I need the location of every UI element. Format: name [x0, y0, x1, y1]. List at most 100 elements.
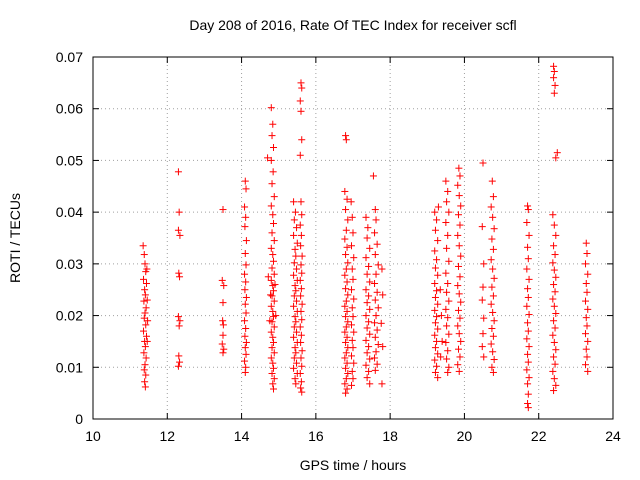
data-point [523, 265, 531, 273]
data-point [454, 181, 462, 189]
data-point [479, 159, 487, 167]
data-point [553, 149, 561, 157]
data-point [374, 261, 382, 269]
data-point [551, 81, 559, 89]
data-point [455, 192, 463, 200]
data-point [362, 286, 370, 294]
data-point [371, 319, 379, 327]
data-point [298, 316, 306, 324]
data-point [480, 260, 488, 268]
data-point [431, 280, 439, 288]
data-point [372, 348, 380, 356]
data-point [434, 300, 442, 308]
x-tick-label: 18 [382, 428, 398, 444]
data-point [342, 206, 350, 214]
data-point [242, 185, 250, 193]
x-tick-label: 14 [234, 428, 250, 444]
data-point [431, 344, 439, 352]
data-point [550, 74, 558, 82]
data-point [269, 211, 277, 219]
data-point [141, 286, 149, 294]
data-point [457, 202, 465, 210]
data-point [457, 298, 465, 306]
chart-title: Day 208 of 2016, Rate Of TEC Index for r… [189, 17, 516, 33]
data-point [550, 317, 558, 325]
data-point [298, 388, 306, 396]
data-point [266, 317, 274, 325]
data-point [270, 237, 278, 245]
data-point [363, 299, 371, 307]
x-tick-label: 24 [605, 428, 621, 444]
data-point [550, 387, 558, 395]
data-point [488, 325, 496, 332]
data-point [456, 221, 464, 229]
data-point [140, 327, 148, 335]
data-point [457, 337, 465, 345]
data-point [298, 347, 306, 355]
data-point [297, 242, 305, 250]
data-point [270, 193, 278, 201]
data-point [433, 256, 441, 264]
data-point [489, 332, 497, 340]
data-point [219, 321, 227, 329]
data-point [342, 251, 350, 259]
data-point [524, 319, 532, 327]
data-point [241, 223, 249, 231]
data-point [270, 385, 278, 393]
data-point [365, 292, 373, 300]
data-point [344, 259, 352, 267]
data-point [489, 193, 497, 201]
data-point [583, 250, 591, 258]
data-point [489, 245, 497, 253]
data-point [290, 259, 298, 267]
data-point [269, 307, 277, 315]
data-point [140, 275, 148, 283]
data-point [434, 271, 442, 279]
data-point [365, 318, 373, 326]
data-point [551, 324, 559, 332]
data-point [373, 326, 381, 334]
data-point [552, 154, 560, 162]
y-tick-labels: 0 0.01 0.02 0.03 0.04 0.05 0.06 0.07 [56, 49, 83, 427]
data-point [291, 245, 299, 253]
data-point [445, 208, 453, 216]
data-point [490, 356, 498, 364]
data-point [550, 302, 558, 310]
data-point [290, 323, 298, 331]
data-point [524, 399, 532, 407]
data-point [342, 338, 350, 346]
data-point [293, 265, 301, 273]
data-point [436, 286, 444, 294]
data-point [297, 307, 305, 315]
data-point [219, 349, 227, 357]
data-point [433, 287, 441, 295]
data-point [298, 136, 306, 144]
data-point [219, 206, 227, 214]
data-point [268, 292, 276, 300]
data-point [139, 242, 147, 250]
data-point [551, 360, 559, 368]
data-point [371, 333, 379, 341]
data-point [480, 353, 488, 361]
data-point [292, 287, 300, 295]
data-point [344, 318, 352, 326]
data-point [176, 231, 184, 239]
data-point [350, 359, 358, 367]
data-point [219, 331, 227, 339]
data-point [267, 156, 275, 164]
data-point [296, 221, 304, 229]
data-point [550, 242, 558, 250]
data-point [431, 264, 439, 272]
x-tick-label: 16 [308, 428, 324, 444]
data-point [488, 177, 496, 185]
data-point [444, 368, 452, 376]
data-point [267, 202, 275, 210]
y-tick-label: 0.04 [56, 204, 83, 220]
data-point [549, 295, 557, 303]
data-point [349, 229, 357, 237]
data-point [348, 381, 356, 389]
data-point [349, 313, 357, 321]
data-point [341, 302, 349, 310]
data-point [371, 206, 379, 214]
